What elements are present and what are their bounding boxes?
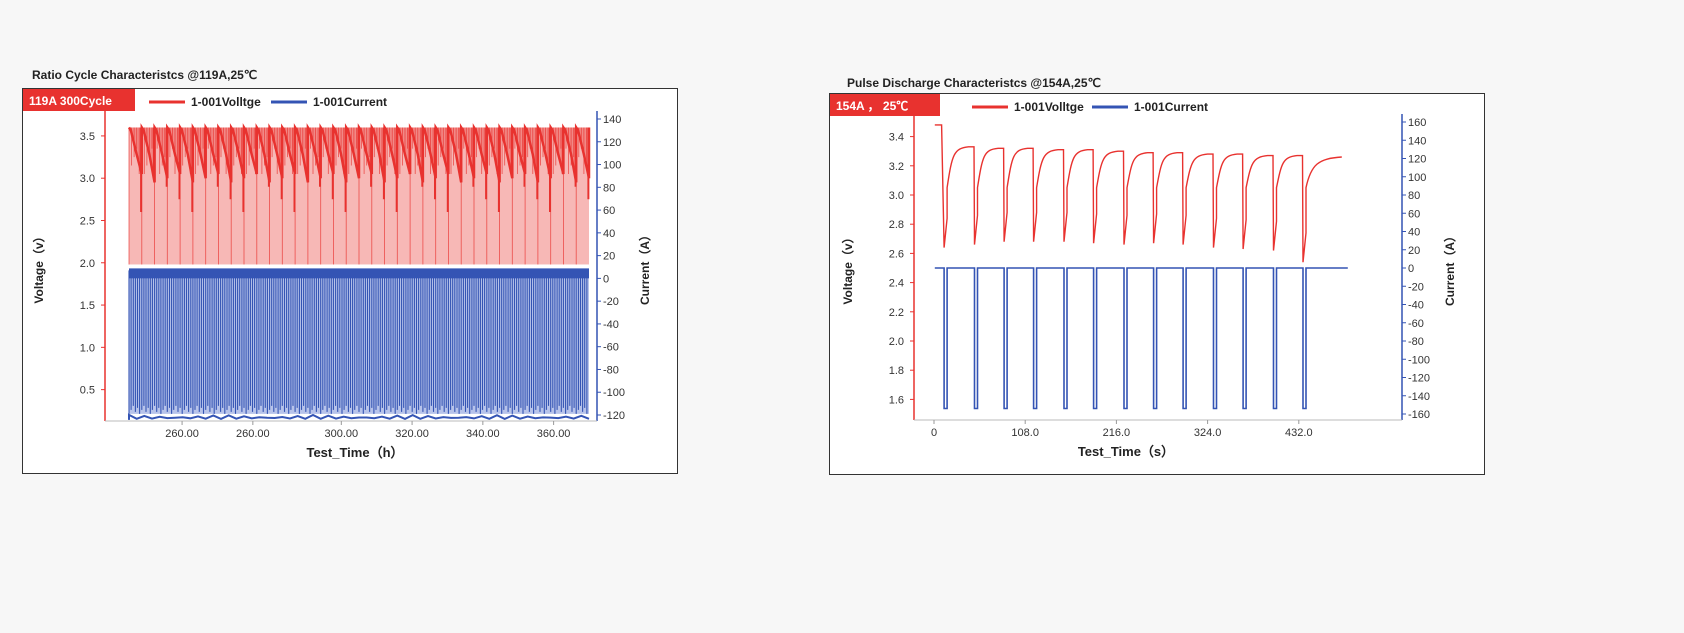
right-tick-label: -20 bbox=[603, 296, 619, 308]
right-tick-label: 160 bbox=[1408, 117, 1426, 129]
left-tick-label: 1.5 bbox=[80, 300, 95, 312]
right-tick-label: -100 bbox=[603, 387, 625, 399]
right-tick-label: -140 bbox=[1408, 391, 1430, 403]
x-tick-label: 324.0 bbox=[1194, 427, 1222, 439]
right-tick-label: 20 bbox=[603, 251, 615, 263]
x-tick-label: 216.0 bbox=[1103, 427, 1131, 439]
left-tick-label: 2.5 bbox=[80, 215, 95, 227]
right-tick-label: 0 bbox=[603, 273, 609, 285]
y-axis-title-left: Voltage（v） bbox=[840, 231, 855, 304]
chart-1-title: Ratio Cycle Characteristcs @119A,25℃ bbox=[32, 68, 258, 82]
left-tick-label: 3.0 bbox=[889, 190, 904, 202]
x-axis-title: Test_Time（h） bbox=[306, 445, 403, 460]
right-tick-label: 20 bbox=[1408, 245, 1420, 257]
right-tick-label: -20 bbox=[1408, 281, 1424, 293]
badge-label: 119A 300Cycle bbox=[29, 94, 112, 108]
left-tick-label: 2.0 bbox=[80, 258, 95, 270]
right-tick-label: 40 bbox=[1408, 227, 1420, 239]
x-axis-title: Test_Time（s） bbox=[1078, 444, 1174, 459]
legend-entry: 1-001Current bbox=[1134, 100, 1208, 114]
right-tick-label: 120 bbox=[603, 137, 621, 149]
right-tick-label: 60 bbox=[603, 205, 615, 217]
x-tick-label: 360.00 bbox=[537, 428, 571, 440]
left-tick-label: 3.4 bbox=[889, 132, 904, 144]
current-bottom-envelope bbox=[128, 413, 590, 421]
x-tick-label: 0 bbox=[931, 427, 937, 439]
right-tick-label: 0 bbox=[1408, 263, 1414, 275]
badge bbox=[830, 94, 940, 116]
left-tick-label: 1.0 bbox=[80, 342, 95, 354]
right-tick-label: 60 bbox=[1408, 208, 1420, 220]
chart-2-svg: 154A ， 25℃ 1-001Volltge 1-001Current 3.4 3.2… bbox=[830, 94, 1457, 459]
right-tick-label: -40 bbox=[603, 319, 619, 331]
right-tick-label: 80 bbox=[1408, 190, 1420, 202]
right-tick-label: -120 bbox=[1408, 373, 1430, 385]
current-cycle-lines bbox=[128, 270, 588, 414]
current-pulse-trace bbox=[934, 267, 1348, 410]
right-tick-label: 40 bbox=[603, 228, 615, 240]
legend-entry: 1-001Current bbox=[313, 95, 387, 109]
left-tick-label: 3.0 bbox=[80, 173, 95, 185]
chart-1-frame: 119A 300Cycle 1-001Volltge 1-001Current 3.5… bbox=[22, 88, 678, 474]
x-tick-label: 260.00 bbox=[236, 428, 270, 440]
left-tick-label: 0.5 bbox=[80, 385, 95, 397]
y-axis-title-right: Current（A） bbox=[1442, 230, 1457, 306]
left-tick-label: 2.2 bbox=[889, 307, 904, 319]
x-tick-label: 340.00 bbox=[466, 428, 500, 440]
left-tick-label: 2.8 bbox=[889, 219, 904, 231]
left-tick-label: 1.6 bbox=[889, 394, 904, 406]
right-tick-label: -80 bbox=[1408, 336, 1424, 348]
right-tick-label: -120 bbox=[603, 410, 625, 422]
left-tick-label: 3.5 bbox=[80, 131, 95, 143]
chart-1-svg: 119A 300Cycle 1-001Volltge 1-001Current 3.5… bbox=[23, 89, 652, 460]
left-tick-label: 2.4 bbox=[889, 278, 904, 290]
voltage-dips bbox=[140, 127, 590, 212]
voltage-pulse-trace bbox=[934, 124, 1342, 263]
left-tick-label: 3.2 bbox=[889, 161, 904, 173]
right-tick-label: 140 bbox=[1408, 135, 1426, 147]
right-tick-label: 100 bbox=[1408, 172, 1426, 184]
chart-2-frame: 154A ， 25℃ 1-001Volltge 1-001Current 3.4 3.2… bbox=[829, 93, 1485, 475]
left-tick-label: 1.8 bbox=[889, 365, 904, 377]
right-tick-label: -160 bbox=[1408, 409, 1430, 421]
right-tick-label: -80 bbox=[603, 364, 619, 376]
x-tick-label: 108.0 bbox=[1011, 427, 1039, 439]
chart-2-title: Pulse Discharge Characteristcs @154A,25℃ bbox=[847, 76, 1101, 90]
y-axis-title-left: Voltage（v） bbox=[31, 230, 46, 303]
right-tick-label: -100 bbox=[1408, 354, 1430, 366]
x-tick-label: 260.00 bbox=[165, 428, 199, 440]
right-tick-label: 120 bbox=[1408, 154, 1426, 166]
right-tick-label: -40 bbox=[1408, 300, 1424, 312]
left-tick-label: 2.6 bbox=[889, 248, 904, 260]
badge-label: 154A ， 25℃ bbox=[836, 99, 908, 113]
left-tick-label: 2.0 bbox=[889, 336, 904, 348]
legend-entry: 1-001Volltge bbox=[1014, 100, 1084, 114]
right-tick-label: -60 bbox=[603, 342, 619, 354]
x-tick-label: 320.00 bbox=[395, 428, 429, 440]
right-tick-label: 80 bbox=[603, 182, 615, 194]
badge bbox=[23, 89, 135, 111]
current-top-band bbox=[129, 268, 589, 279]
right-tick-label: 140 bbox=[603, 114, 621, 126]
y-axis-title-right: Current（A） bbox=[637, 229, 652, 305]
right-tick-label: -60 bbox=[1408, 318, 1424, 330]
legend-entry: 1-001Volltge bbox=[191, 95, 261, 109]
right-tick-label: 100 bbox=[603, 160, 621, 172]
x-tick-label: 432.0 bbox=[1285, 427, 1313, 439]
x-tick-label: 300.00 bbox=[324, 428, 358, 440]
